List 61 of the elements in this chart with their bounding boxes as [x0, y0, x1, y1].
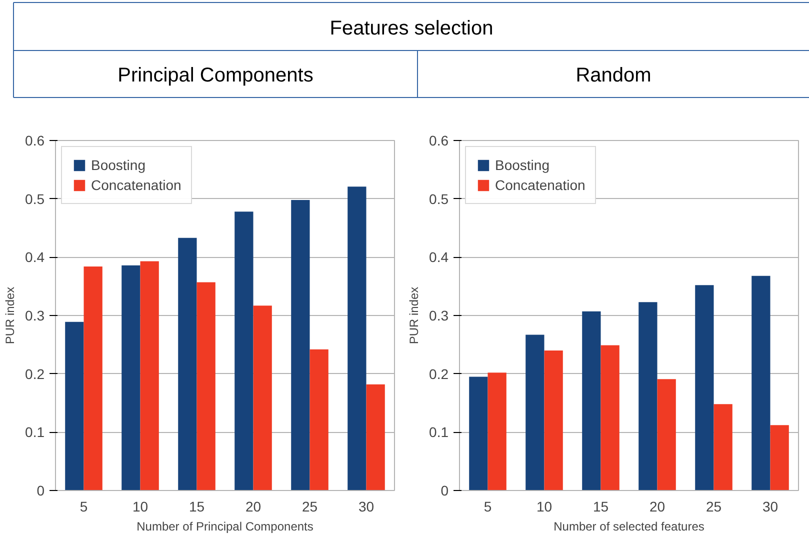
y-tick-label: 0 — [440, 482, 449, 498]
bar — [600, 345, 620, 490]
chart-title: Principal Components — [118, 64, 314, 86]
bar — [310, 349, 328, 490]
x-axis-title: Number of selected features — [554, 520, 704, 534]
bar — [65, 322, 84, 490]
bar — [234, 212, 254, 490]
x-tick-label: 20 — [649, 498, 666, 514]
chart-title: Random — [576, 64, 652, 86]
bar — [348, 186, 366, 490]
bar — [714, 404, 732, 490]
y-tick-label: 0.1 — [429, 424, 449, 440]
y-tick-label: 0.6 — [25, 132, 45, 148]
legend-label: Concatenation — [91, 177, 182, 193]
y-tick-label: 0.5 — [429, 190, 449, 207]
x-tick-label: 30 — [762, 498, 778, 514]
bar — [366, 384, 385, 490]
bar — [544, 350, 563, 490]
bar — [196, 282, 216, 490]
y-tick-label: 0.4 — [429, 249, 449, 266]
bar — [695, 285, 714, 490]
x-tick-label: 25 — [302, 498, 318, 514]
x-tick-label: 10 — [132, 498, 148, 514]
bar — [178, 238, 197, 490]
x-tick-label: 5 — [80, 498, 88, 514]
legend-label: Concatenation — [495, 177, 586, 193]
y-axis-title: PUR index — [3, 286, 18, 344]
y-tick-label: 0.3 — [25, 308, 45, 324]
x-tick-label: 30 — [358, 498, 374, 514]
x-tick-label: 10 — [536, 498, 552, 514]
y-tick-label: 0.4 — [25, 249, 45, 266]
bar — [770, 425, 789, 490]
bar — [253, 306, 272, 490]
bar — [84, 266, 102, 490]
x-tick-label: 20 — [245, 498, 262, 514]
bar — [752, 276, 770, 490]
x-tick-label: 15 — [188, 498, 205, 514]
y-tick-label: 0.2 — [25, 366, 45, 382]
x-axis-title: Number of Principal Components — [136, 520, 314, 534]
y-tick-label: 0.1 — [25, 424, 45, 440]
x-tick-label: 5 — [484, 498, 492, 514]
y-tick-label: 0.3 — [429, 308, 449, 324]
bar — [582, 311, 601, 490]
y-tick-label: 0 — [36, 482, 45, 498]
bar — [469, 376, 488, 490]
text: Features selection — [330, 18, 494, 40]
y-tick-label: 0.2 — [429, 366, 449, 382]
bar — [526, 334, 544, 490]
x-tick-label: 15 — [592, 498, 609, 514]
legend-label: Boosting — [495, 157, 550, 173]
x-tick-label: 25 — [706, 498, 722, 514]
bar — [488, 372, 506, 490]
legend-label: Boosting — [91, 157, 146, 173]
bar — [657, 379, 676, 490]
bar — [638, 302, 658, 490]
bar — [140, 261, 159, 490]
y-tick-label: 0.5 — [25, 190, 45, 207]
bar — [122, 265, 140, 490]
y-axis-title: PUR index — [407, 286, 422, 344]
bar — [291, 200, 310, 490]
y-tick-label: 0.6 — [429, 132, 449, 148]
